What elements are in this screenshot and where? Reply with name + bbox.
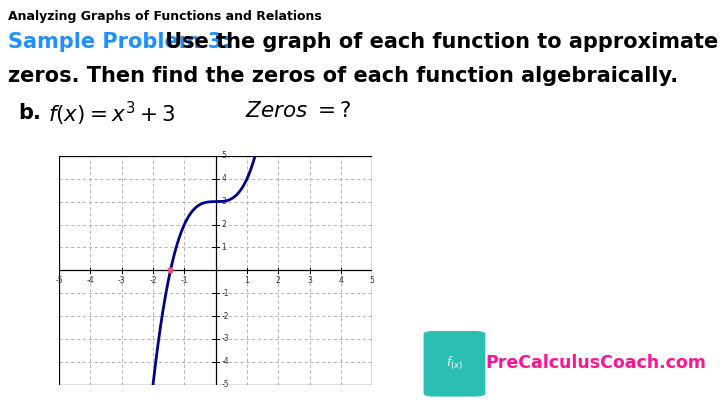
Text: 2: 2	[276, 276, 281, 285]
Text: 1: 1	[221, 243, 226, 252]
Text: $f(x) = x^3 + 3$: $f(x) = x^3 + 3$	[48, 100, 176, 128]
Text: 2: 2	[221, 220, 226, 229]
Text: b.: b.	[18, 103, 41, 123]
Text: 5: 5	[221, 151, 226, 160]
Text: -2: -2	[149, 276, 157, 285]
Text: -3: -3	[118, 276, 125, 285]
Text: 3: 3	[307, 276, 312, 285]
FancyBboxPatch shape	[423, 331, 485, 396]
Text: -3: -3	[221, 335, 229, 343]
Text: -5: -5	[221, 380, 229, 389]
Text: $\mathit{Zeros}\ =?$: $\mathit{Zeros}\ =?$	[245, 100, 352, 122]
Text: -4: -4	[86, 276, 94, 285]
Text: -1: -1	[181, 276, 188, 285]
Text: Analyzing Graphs of Functions and Relations: Analyzing Graphs of Functions and Relati…	[8, 10, 322, 23]
Text: $f_{(x)}$: $f_{(x)}$	[446, 354, 463, 372]
Text: -2: -2	[221, 311, 229, 321]
Text: 3: 3	[221, 197, 226, 206]
Text: PreCalculusCoach.com: PreCalculusCoach.com	[485, 354, 706, 372]
Text: zeros. Then find the zeros of each function algebraically.: zeros. Then find the zeros of each funct…	[8, 66, 678, 86]
Text: -1: -1	[221, 289, 229, 298]
Text: 4: 4	[221, 174, 226, 183]
Text: -4: -4	[221, 357, 229, 367]
Text: 4: 4	[338, 276, 343, 285]
Text: 5: 5	[370, 276, 374, 285]
Text: 1: 1	[245, 276, 249, 285]
Text: Sample Problem 3:: Sample Problem 3:	[8, 32, 230, 52]
Text: Use the graph of each function to approximate its: Use the graph of each function to approx…	[158, 32, 720, 52]
Text: -5: -5	[55, 276, 63, 285]
